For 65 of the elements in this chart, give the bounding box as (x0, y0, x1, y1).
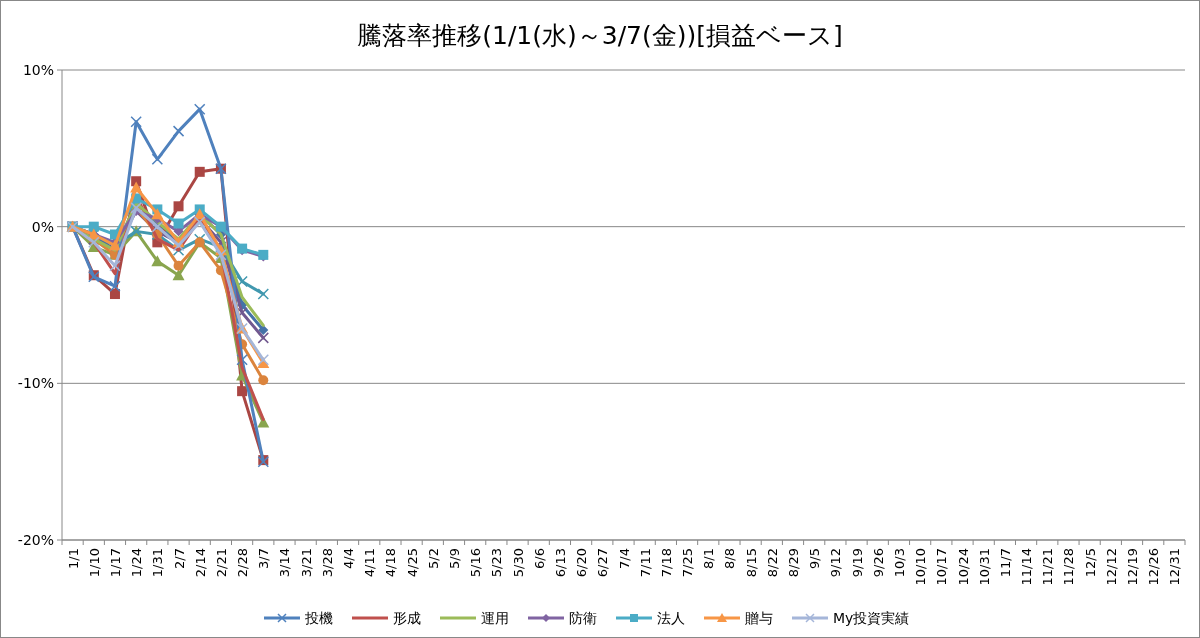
x-tick-label: 11/21 (1040, 548, 1056, 586)
x-tick-label: 7/4 (616, 548, 632, 569)
x-tick-label: 3/28 (319, 548, 335, 578)
x-tick-label: 4/18 (383, 548, 399, 578)
legend-label: 投機 (304, 610, 333, 626)
x-tick-label: 2/28 (235, 548, 251, 578)
x-tick-label: 6/6 (531, 548, 547, 569)
x-tick-label: 11/28 (1061, 548, 1077, 586)
x-tick-label: 3/14 (277, 548, 293, 578)
x-tick-label: 5/9 (446, 548, 462, 569)
x-tick-label: 10/10 (913, 548, 929, 586)
x-tick-label: 10/31 (976, 548, 992, 586)
x-tick-label: 1/17 (107, 548, 123, 578)
x-tick-label: 11/7 (997, 548, 1013, 578)
x-tick-label: 7/25 (680, 548, 696, 578)
x-tick-label: 2/7 (171, 548, 187, 569)
legend-label: 防衛 (569, 610, 597, 626)
x-tick-label: 12/31 (1167, 548, 1183, 586)
x-tick-label: 8/1 (701, 548, 717, 569)
x-tick-label: 4/11 (362, 548, 378, 578)
y-tick-label: 0% (31, 218, 54, 235)
x-tick-label: 12/26 (1146, 548, 1162, 586)
x-tick-label: 12/5 (1082, 548, 1098, 578)
y-tick-label: 10% (22, 62, 54, 78)
x-tick-label: 1/10 (86, 548, 102, 578)
x-tick-label: 6/13 (552, 548, 568, 578)
x-tick-label: 8/22 (764, 548, 780, 578)
x-tick-label: 1/24 (129, 548, 145, 578)
x-tick-label: 6/20 (574, 548, 590, 578)
x-tick-label: 8/29 (786, 548, 802, 578)
legend-label: 運用 (481, 610, 509, 626)
y-tick-label: -20% (17, 532, 54, 548)
x-tick-label: 7/18 (658, 548, 674, 578)
legend-label: 形成 (393, 610, 421, 626)
x-tick-label: 1/31 (150, 548, 166, 578)
x-tick-label: 8/8 (722, 548, 738, 569)
x-tick-label: 10/3 (891, 548, 907, 578)
x-tick-label: 1/1 (65, 548, 81, 569)
x-tick-label: 2/21 (213, 548, 229, 578)
x-tick-label: 5/16 (468, 548, 484, 578)
x-tick-label: 12/19 (1125, 548, 1141, 586)
y-tick-label: -10% (17, 375, 54, 392)
x-tick-label: 9/12 (828, 548, 844, 578)
legend-label: 法人 (657, 610, 685, 626)
x-tick-label: 5/30 (510, 548, 526, 578)
x-tick-label: 3/7 (256, 548, 272, 569)
x-tick-label: 8/15 (743, 548, 759, 578)
x-tick-label: 3/21 (298, 548, 314, 578)
x-tick-label: 10/24 (955, 548, 971, 586)
x-tick-label: 9/19 (849, 548, 865, 578)
legend-label: My投資実績 (833, 610, 910, 626)
x-tick-label: 4/25 (404, 548, 420, 578)
x-tick-label: 2/14 (192, 548, 208, 578)
legend-label: 贈与 (745, 610, 773, 626)
x-tick-label: 6/27 (595, 548, 611, 578)
x-tick-label: 7/11 (637, 548, 653, 578)
title: 騰落率推移(1/1(水)～3/7(金))[損益ベース] (357, 21, 843, 50)
x-tick-label: 9/5 (807, 548, 823, 569)
x-tick-label: 9/26 (870, 548, 886, 578)
x-tick-label: 11/14 (1019, 548, 1035, 586)
x-tick-label: 12/12 (1103, 548, 1119, 586)
x-tick-label: 5/23 (489, 548, 505, 578)
x-tick-label: 4/4 (341, 548, 357, 569)
x-tick-label: 5/2 (425, 548, 441, 569)
x-tick-label: 10/17 (934, 548, 950, 586)
